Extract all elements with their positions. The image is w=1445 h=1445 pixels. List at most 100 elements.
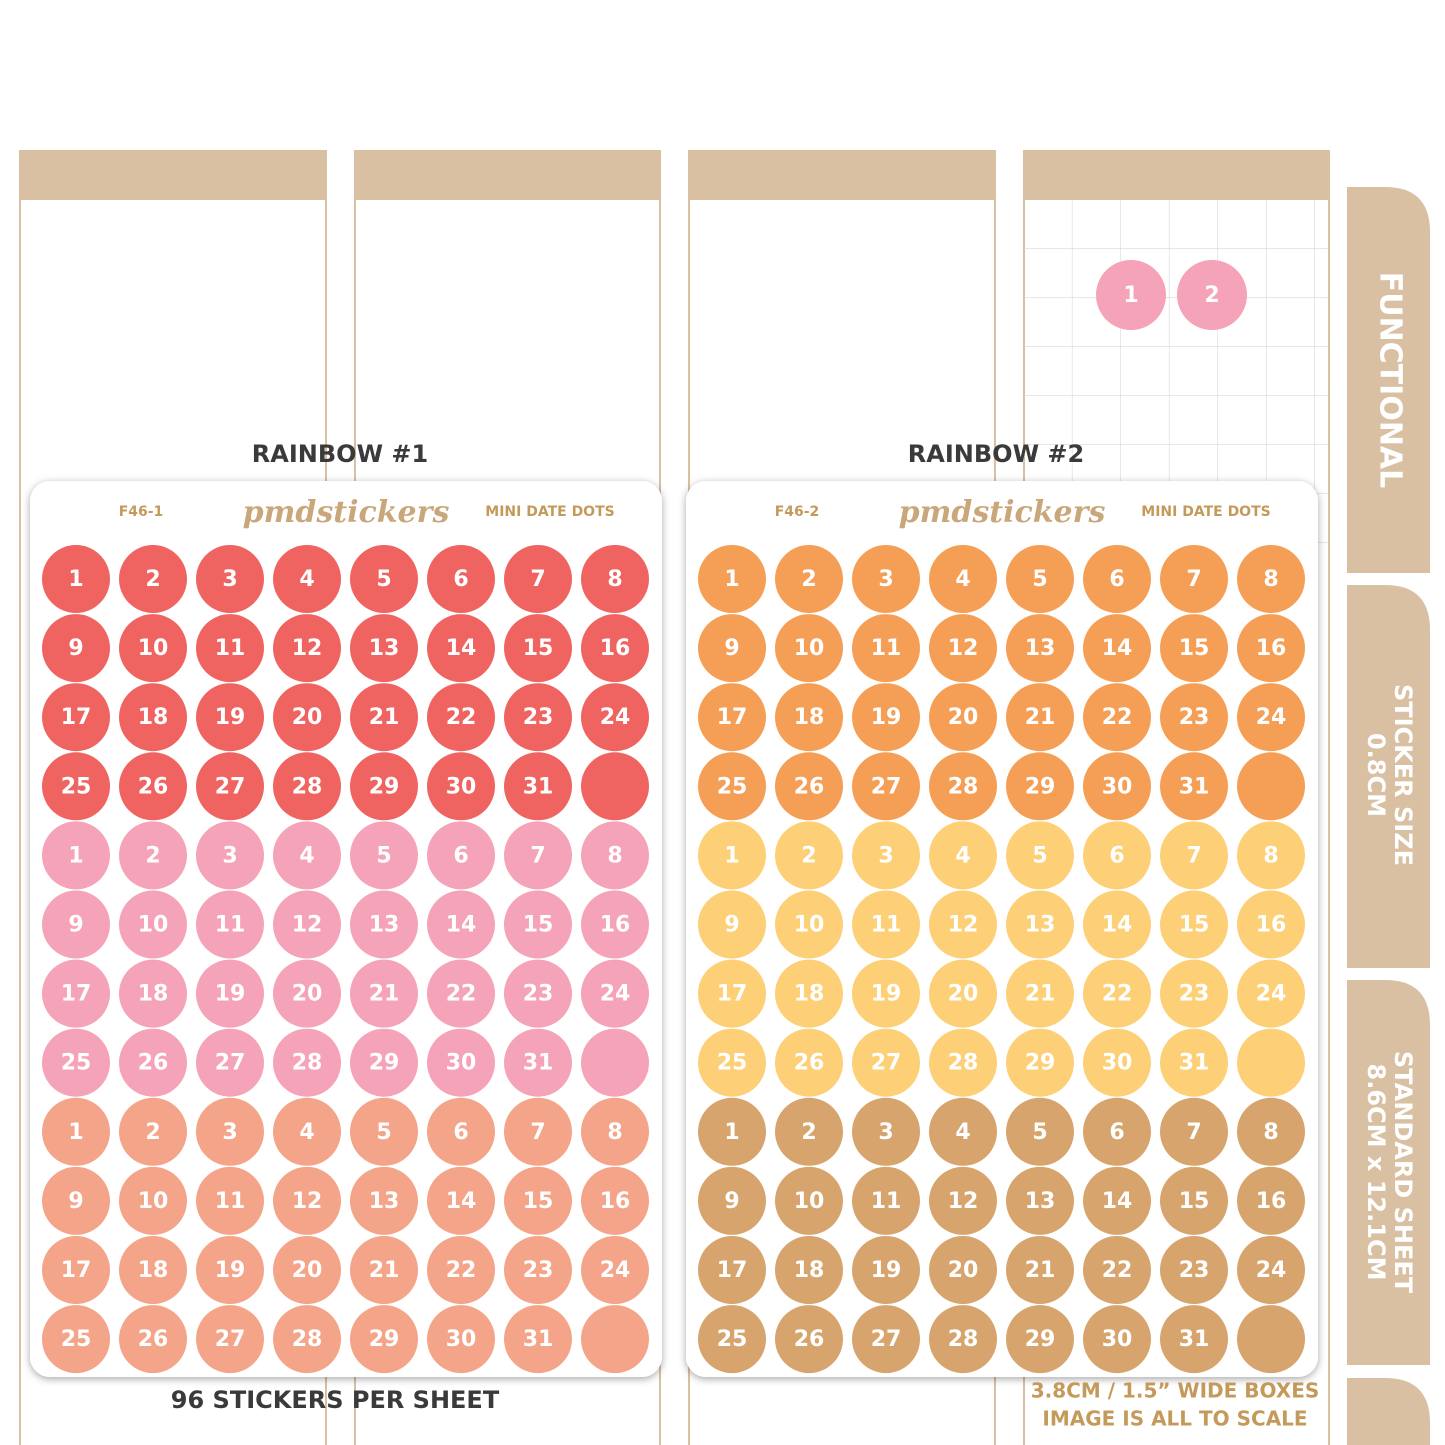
date-dot-label: 11	[215, 636, 246, 661]
date-dot-label: 27	[215, 774, 246, 799]
date-dot	[119, 890, 187, 959]
date-dot	[698, 1097, 766, 1166]
date-dot-label: 21	[1025, 1258, 1056, 1283]
date-dot	[504, 1305, 572, 1374]
date-dot	[775, 821, 843, 890]
date-dot-label: 7	[530, 843, 545, 868]
date-dot	[196, 752, 264, 821]
date-dot	[350, 890, 418, 959]
date-dot	[698, 959, 766, 1028]
date-dot-label: 2	[801, 567, 816, 592]
date-dot-label: 8	[1263, 843, 1278, 868]
date-dot	[852, 683, 920, 752]
date-dot	[1160, 1028, 1228, 1097]
date-dot	[929, 890, 997, 959]
date-dot-label: 20	[292, 982, 323, 1007]
date-dot-label: 2	[145, 843, 160, 868]
date-dot	[119, 1236, 187, 1304]
date-dot-label: 22	[1102, 982, 1133, 1007]
date-dot	[1160, 752, 1228, 821]
tab-label: FUNCTIONAL	[1373, 272, 1408, 489]
date-dot-label: 13	[369, 913, 400, 938]
date-dot	[119, 1028, 187, 1097]
date-dot	[1006, 821, 1074, 890]
date-dot-label: 8	[1263, 1120, 1278, 1145]
date-dot	[119, 821, 187, 890]
date-dot	[852, 821, 920, 890]
date-dot	[273, 821, 341, 890]
date-dot	[698, 545, 766, 613]
date-dot	[581, 752, 649, 821]
date-dot	[1160, 821, 1228, 890]
date-dot	[42, 752, 110, 821]
date-dot	[42, 890, 110, 959]
date-dot	[1083, 821, 1151, 890]
date-dot	[1237, 821, 1305, 890]
date-dot-label: 4	[299, 567, 314, 592]
column-header	[689, 151, 995, 200]
date-dot-label: 6	[1109, 567, 1124, 592]
date-dot-label: 12	[292, 913, 323, 938]
date-dot-label: 20	[292, 705, 323, 730]
date-dot	[273, 959, 341, 1028]
date-dot-label: 15	[523, 913, 554, 938]
date-dot	[427, 1305, 495, 1374]
date-dot	[504, 821, 572, 890]
date-dot	[427, 683, 495, 752]
date-dot-label: 14	[446, 1189, 477, 1214]
date-dot	[852, 545, 920, 613]
date-dot-label: 22	[446, 705, 477, 730]
date-dot-label: 6	[453, 567, 468, 592]
date-dot	[273, 1305, 341, 1374]
preview-dot-label: 1	[1123, 283, 1138, 308]
date-dot-label: 29	[369, 774, 400, 799]
date-dot-label: 13	[369, 1189, 400, 1214]
date-dot	[42, 821, 110, 890]
date-dot	[504, 545, 572, 613]
date-dot-label: 24	[600, 705, 631, 730]
date-dot-label: 25	[717, 774, 748, 799]
date-dot	[273, 683, 341, 752]
date-dot	[196, 1166, 264, 1235]
date-dot	[119, 1097, 187, 1166]
date-dot-label: 18	[794, 982, 825, 1007]
date-dot	[698, 614, 766, 683]
date-dot	[42, 1236, 110, 1304]
date-dot-label: 6	[453, 1120, 468, 1145]
date-dot	[929, 614, 997, 683]
date-dot-label: 19	[871, 982, 902, 1007]
date-dot-label: 28	[292, 1327, 323, 1352]
date-dot	[42, 1305, 110, 1374]
date-dot	[350, 1305, 418, 1374]
date-dot	[1083, 959, 1151, 1028]
date-dot-label: 12	[948, 636, 979, 661]
date-dot-label: 13	[369, 636, 400, 661]
date-dot-label: 26	[794, 774, 825, 799]
date-dot-label: 10	[794, 913, 825, 938]
date-dot	[350, 1028, 418, 1097]
date-dot-label: 4	[955, 843, 970, 868]
date-dot-label: 9	[68, 1189, 83, 1214]
date-dot	[1083, 1097, 1151, 1166]
date-dot	[852, 959, 920, 1028]
date-dot	[1006, 614, 1074, 683]
sheet	[30, 481, 662, 1377]
date-dot	[427, 545, 495, 613]
date-dot-label: 16	[1256, 913, 1287, 938]
date-dot	[698, 821, 766, 890]
date-dot	[42, 683, 110, 752]
date-dot-label: 1	[724, 567, 739, 592]
date-dot-label: 8	[1263, 567, 1278, 592]
date-dot	[1160, 1097, 1228, 1166]
date-dot	[504, 1236, 572, 1304]
date-dot-label: 15	[523, 636, 554, 661]
date-dot	[852, 752, 920, 821]
date-dot	[1160, 1305, 1228, 1374]
date-dot	[1237, 1236, 1305, 1304]
date-dot-label: 10	[794, 1189, 825, 1214]
date-dot	[775, 614, 843, 683]
date-dot-label: 23	[523, 705, 554, 730]
date-dot	[504, 1028, 572, 1097]
date-dot-label: 4	[299, 843, 314, 868]
